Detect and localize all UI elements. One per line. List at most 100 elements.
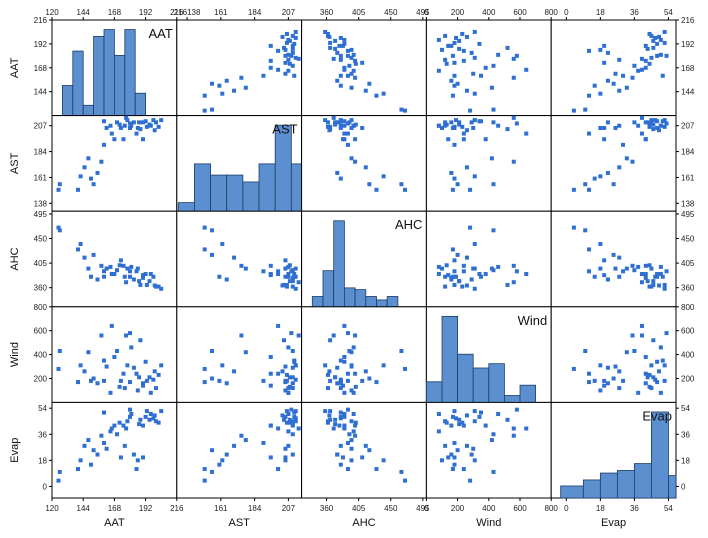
scatter-point [454,118,459,123]
scatter-point [452,142,457,147]
scatter-point [144,378,149,383]
scatter-point [472,419,477,424]
scatter-point [56,187,61,192]
scatter-point [290,279,295,284]
scatter-point [293,419,298,424]
scatter-point [349,363,354,368]
scatter-point [56,366,61,371]
scatter-point [284,31,289,36]
scatter-point [232,88,237,93]
scatter-point [613,71,618,76]
bottom-tick-label: 400 [482,504,496,513]
cell-frame [51,306,178,403]
scatter-point [643,43,648,48]
scatter-point [335,170,340,175]
scatter-point [147,279,152,284]
scatter-point [125,363,130,368]
scatter-point [464,165,469,170]
scatter-point [363,165,368,170]
scatter-point [325,420,330,425]
scatter-point [152,413,157,418]
scatter-point [102,274,106,279]
bottom-tick-label: 120 [45,504,59,513]
scatter-point [148,123,153,128]
scatter-point [333,375,338,380]
scatter-point [286,443,291,448]
scatter-point [624,266,629,271]
scatter-point [496,411,501,416]
scatter-point [472,409,477,414]
scatter-point [655,359,660,364]
scatter-point [131,120,136,125]
scatter-point [283,274,288,279]
scatter-point [296,56,301,61]
scatter-point [605,120,610,125]
scatter-point [338,443,343,448]
scatter-point [443,57,448,62]
scatter-point [605,170,610,175]
scatter-point [511,159,516,164]
scatter-point [202,225,207,230]
right-tick-label: 0 [681,482,686,491]
scatter-point [452,409,457,414]
scatter-point [643,65,648,70]
scatter-point [102,358,106,363]
scatter-point [118,258,123,263]
cell-aat-vs-evap [550,19,677,117]
scatter-point [524,67,529,72]
scatter-point [95,277,100,282]
scatter-point [611,182,616,187]
scatter-point [342,390,347,395]
scatter-point [290,452,295,457]
scatter-point [662,40,667,45]
scatter-point [374,93,379,98]
scatter-point [491,120,496,125]
scatter-point [283,71,288,76]
scatter-point [443,33,448,38]
scatter-point [353,159,358,164]
top-tick-label: 216138 [174,8,201,17]
scatter-point [496,123,501,128]
top-tick-label: 405 [352,8,366,17]
scatter-point [57,182,62,187]
scatter-point [649,266,654,271]
scatter-point [224,452,229,457]
scatter-point [450,247,455,252]
scatter-point [664,53,669,58]
scatter-point [220,91,225,96]
scatter-point [655,41,660,46]
cell-aat-vs-wind [425,19,552,117]
cell-aat-vs-ast [176,19,303,117]
scatter-point [524,131,529,136]
scatter-point [639,56,644,61]
scatter-point [292,73,297,78]
scatter-point [202,478,207,483]
scatter-point [624,156,629,161]
scatter-point [152,369,157,374]
scatter-point [338,386,343,391]
scatter-point [449,170,454,175]
scatter-point [353,384,358,389]
scatter-point [333,46,338,51]
cell-evap-vs-evap: Evap [550,401,677,499]
hist-bar [82,104,94,116]
scatter-point [202,108,207,113]
scatter-point [345,131,350,136]
scatter-point [452,282,457,287]
scatter-point [280,283,285,288]
scatter-point [647,122,652,127]
scatter-point [138,338,143,343]
scatter-point [624,85,629,90]
scatter-point [286,429,291,434]
scatter-point [440,458,444,463]
scatter-point [353,333,358,338]
scatter-point [353,433,358,438]
scatter-point [472,29,477,34]
scatter-point [224,277,229,282]
scatter-point [483,272,488,277]
scatter-point [342,65,347,70]
scatter-point [261,73,266,78]
scatter-point [99,433,104,438]
left-tick-label: 600 [34,327,48,336]
